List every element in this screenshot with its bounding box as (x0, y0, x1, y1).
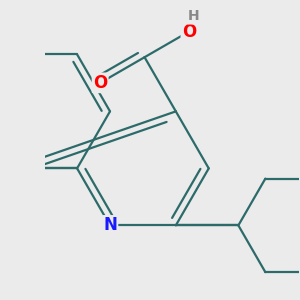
Text: N: N (103, 216, 117, 234)
Text: O: O (93, 74, 107, 92)
Text: O: O (182, 22, 196, 40)
Text: H: H (188, 9, 200, 23)
